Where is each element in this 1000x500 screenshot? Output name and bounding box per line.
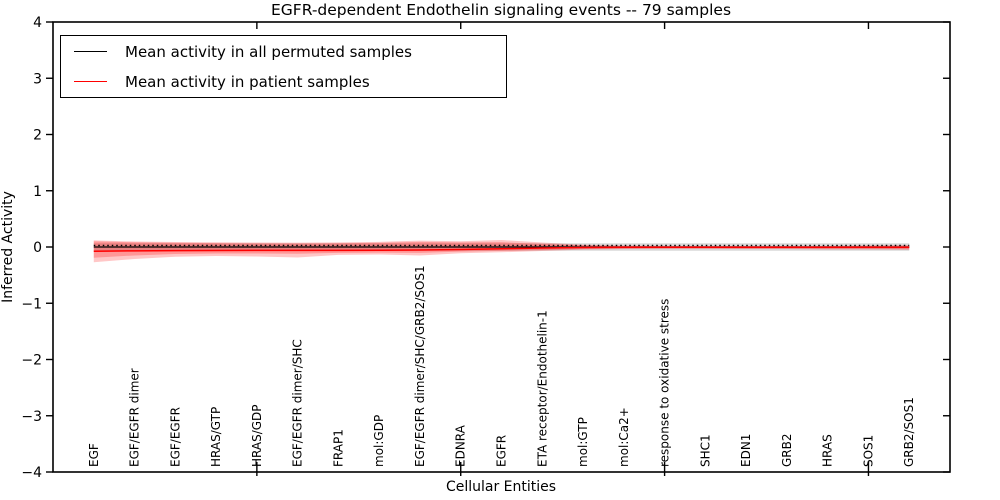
y-tick-label: 3	[33, 71, 42, 87]
x-category-label: ETA receptor/Endothelin-1	[535, 310, 549, 467]
y-tick-label: −2	[21, 353, 42, 369]
legend-item-permuted: Mean activity in all permuted samples	[61, 37, 506, 66]
chart-title: EGFR-dependent Endothelin signaling even…	[271, 1, 731, 19]
plot-area: 4 3 2 1 0 −1 −2 −3 −4 EGF EGF/EGFR dimer EGF/EGFR HR…	[21, 15, 951, 481]
y-tick-label: −3	[21, 409, 42, 425]
legend-label-permuted: Mean activity in all permuted samples	[125, 42, 412, 61]
x-category-label: SOS1	[861, 435, 875, 467]
legend-line-red	[74, 81, 107, 82]
x-category-label: EGFR	[495, 435, 509, 467]
x-category-label: HRAS/GTP	[209, 407, 223, 467]
x-category-label: EGF/EGFR	[168, 407, 182, 467]
x-category-label: EDN1	[739, 434, 753, 467]
x-category-label: GRB2/SOS1	[902, 397, 916, 467]
y-tick-label: −1	[21, 296, 42, 312]
x-category-label: EGF/EGFR dimer	[128, 368, 142, 467]
x-category-label: FRAP1	[331, 429, 345, 467]
x-category-label: EGF/EGFR dimer/SHC	[291, 339, 305, 467]
x-category-label: EGF	[87, 443, 101, 467]
x-category-label: response to oxidative stress	[658, 299, 672, 467]
x-category-label: EGF/EGFR dimer/SHC/GRB2/SOS1	[413, 265, 427, 467]
x-category-label: mol:Ca2+	[617, 407, 631, 467]
x-category-label: SHC1	[698, 434, 712, 467]
legend-item-patient: Mean activity in patient samples	[61, 67, 506, 96]
y-tick-label: 0	[33, 240, 42, 256]
y-tick-label: 1	[33, 184, 42, 200]
x-category-label: EDNRA	[454, 424, 468, 467]
legend: Mean activity in all permuted samples Me…	[60, 35, 507, 98]
x-category-label: HRAS	[821, 434, 835, 467]
y-tick-label: 2	[33, 128, 42, 144]
y-tick-label: 4	[33, 15, 42, 31]
x-category-label: mol:GDP	[372, 415, 386, 467]
legend-line-black	[74, 51, 107, 52]
x-category-label: GRB2	[780, 433, 794, 467]
x-category-label: HRAS/GDP	[250, 404, 264, 467]
patient-mean-line	[93, 246, 910, 253]
y-tick-label: −4	[21, 465, 42, 481]
legend-label-patient: Mean activity in patient samples	[125, 72, 370, 91]
y-axis-label: Inferred Activity	[0, 191, 16, 303]
x-category-label: mol:GTP	[576, 417, 590, 467]
x-axis-label: Cellular Entities	[446, 479, 556, 495]
